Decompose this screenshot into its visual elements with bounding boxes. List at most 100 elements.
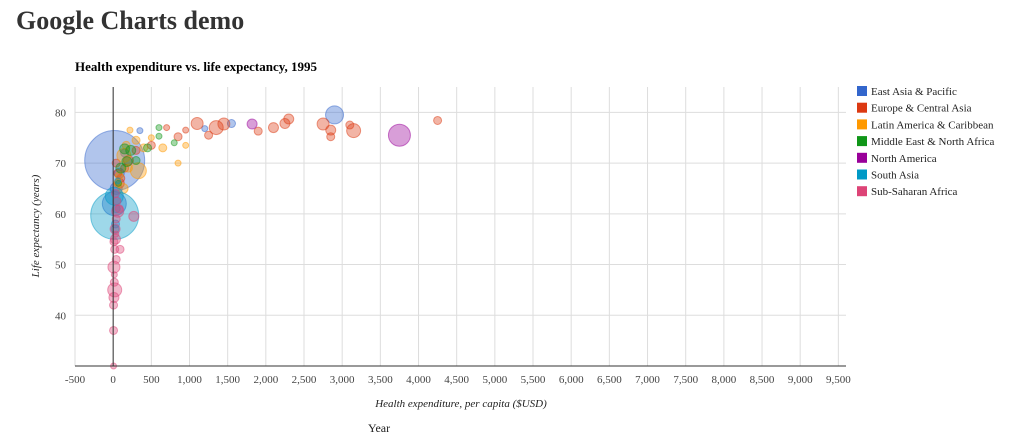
data-bubble[interactable]	[131, 156, 141, 166]
y-tick-label: 80	[55, 107, 67, 119]
legend[interactable]: East Asia & Pacific Europe & Central Asia…	[857, 86, 995, 198]
x-tick-label: 5,000	[482, 374, 507, 386]
legend-swatch	[857, 186, 867, 197]
legend-item[interactable]: Latin America & Caribbean	[857, 119, 994, 131]
legend-swatch	[857, 152, 867, 163]
legend-swatch	[857, 86, 867, 96]
data-bubble[interactable]	[121, 156, 133, 168]
legend-label: Sub-Saharan Africa	[871, 186, 958, 198]
x-tick-label: 2,000	[253, 374, 278, 386]
x-tick-label: 0	[110, 374, 116, 386]
data-bubble[interactable]	[107, 260, 121, 274]
x-tick-label: -500	[65, 374, 86, 386]
data-bubble[interactable]	[182, 126, 190, 134]
data-bubble[interactable]	[253, 126, 263, 136]
legend-item[interactable]: Europe & Central Asia	[857, 102, 972, 115]
data-bubble[interactable]	[163, 124, 171, 132]
data-bubble[interactable]	[129, 162, 147, 180]
data-bubble[interactable]	[111, 254, 121, 264]
legend-item[interactable]: South Asia	[857, 169, 919, 182]
data-bubble[interactable]	[112, 230, 120, 238]
x-tick-label: 2,500	[292, 374, 317, 386]
data-bubble[interactable]	[346, 123, 362, 139]
data-bubble[interactable]	[109, 237, 119, 247]
x-tick-label: 8,000	[711, 374, 736, 386]
x-tick-label: 7,000	[635, 374, 660, 386]
axes: -500 0 500 1,000 1,500 2,000 2,500 3,000 3,500 4,…	[55, 87, 851, 386]
data-bubble[interactable]	[158, 143, 168, 153]
data-bubble[interactable]	[174, 159, 182, 167]
data-bubble[interactable]	[119, 143, 131, 155]
data-bubble[interactable]	[112, 196, 122, 206]
x-tick-label: 4,000	[406, 374, 431, 386]
data-bubble[interactable]	[326, 132, 336, 142]
data-bubble[interactable]	[387, 123, 411, 147]
x-tick-label: 6,000	[559, 374, 584, 386]
data-bubble[interactable]	[126, 126, 134, 134]
legend-label: Latin America & Caribbean	[871, 119, 994, 131]
data-bubble[interactable]	[147, 134, 155, 142]
legend-item[interactable]: Sub-Saharan Africa	[857, 186, 958, 198]
legend-label: East Asia & Pacific	[871, 86, 957, 98]
x-tick-label: 8,500	[750, 374, 775, 386]
x-tick-label: 4,500	[444, 374, 469, 386]
legend-item[interactable]: North America	[857, 152, 937, 165]
series-4	[246, 118, 411, 147]
data-bubble[interactable]	[170, 139, 178, 147]
data-bubble[interactable]	[155, 132, 163, 140]
x-tick-label: 6,500	[597, 374, 622, 386]
data-bubble[interactable]	[201, 125, 209, 133]
x-tick-label: 5,500	[521, 374, 546, 386]
data-bubble[interactable]	[190, 117, 204, 131]
page-title: Google Charts demo	[16, 6, 245, 35]
data-bubble[interactable]	[114, 177, 122, 185]
y-tick-label: 50	[55, 260, 67, 272]
data-bubble[interactable]	[208, 120, 224, 136]
x-tick-label: 1,000	[177, 374, 202, 386]
x-tick-label: 3,000	[330, 374, 355, 386]
series-3	[115, 124, 178, 187]
data-bubble[interactable]	[217, 117, 231, 131]
data-bubble[interactable]	[111, 214, 121, 224]
data-bubble[interactable]	[246, 118, 258, 130]
data-bubble[interactable]	[204, 130, 214, 140]
data-bubble[interactable]	[110, 189, 120, 199]
data-bubble[interactable]	[131, 135, 141, 145]
data-bubble[interactable]	[316, 117, 330, 131]
data-bubble[interactable]	[110, 271, 118, 279]
y-axis-title: Life expectancy (years)	[30, 174, 42, 278]
x-tick-label: 9,500	[826, 374, 851, 386]
data-bubble[interactable]	[136, 127, 144, 135]
legend-item[interactable]: East Asia & Pacific	[857, 86, 957, 98]
data-bubble[interactable]	[283, 113, 295, 125]
legend-swatch	[857, 136, 867, 147]
data-bubble[interactable]	[109, 277, 119, 287]
chart-title: Health expenditure vs. life expectancy, …	[75, 59, 318, 74]
legend-label: Middle East & North Africa	[871, 136, 995, 148]
data-bubble[interactable]	[128, 210, 140, 222]
legend-label: North America	[871, 153, 937, 165]
data-bubble[interactable]	[115, 244, 125, 254]
data-bubble[interactable]	[182, 141, 190, 149]
data-bubble[interactable]	[173, 132, 183, 142]
data-bubble[interactable]	[108, 292, 120, 304]
x-axis-title: Health expenditure, per capita ($USD)	[374, 398, 547, 410]
legend-label: Europe & Central Asia	[871, 103, 972, 115]
data-bubble[interactable]	[155, 124, 163, 132]
legend-swatch	[857, 102, 867, 113]
x-tick-label: 9,000	[788, 374, 813, 386]
data-bubble[interactable]	[325, 124, 337, 136]
data-bubble[interactable]	[114, 204, 124, 214]
y-tick-label: 40	[55, 310, 67, 322]
legend-swatch	[857, 169, 867, 180]
legend-item[interactable]: Middle East & North Africa	[857, 136, 995, 148]
gridlines	[74, 87, 846, 366]
data-bubble[interactable]	[325, 105, 345, 125]
bubbles[interactable]	[84, 105, 443, 370]
series-6	[107, 189, 140, 370]
data-bubble[interactable]	[267, 122, 279, 134]
data-bubble[interactable]	[143, 143, 153, 153]
data-bubble[interactable]	[433, 115, 443, 125]
x-tick-label: 1,500	[215, 374, 240, 386]
